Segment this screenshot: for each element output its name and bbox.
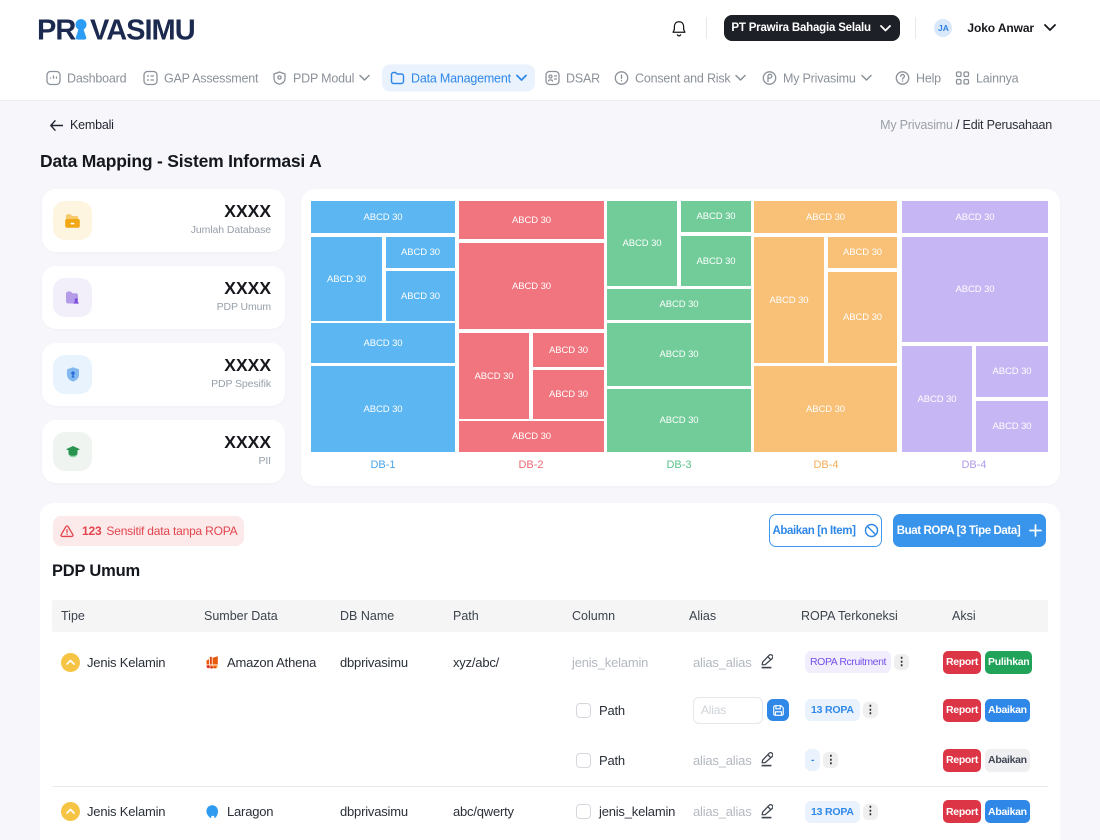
svg-text:VASIMU: VASIMU — [90, 15, 195, 46]
svg-text:PR: PR — [38, 15, 76, 46]
